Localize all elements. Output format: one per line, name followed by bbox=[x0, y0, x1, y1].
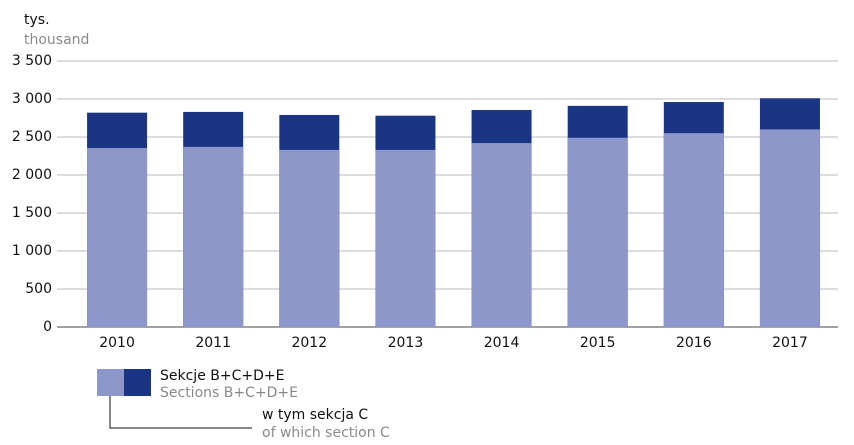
x-tick-label: 2017 bbox=[772, 335, 808, 351]
y-tick-label: 2 500 bbox=[12, 129, 52, 145]
legend: Sekcje B+C+D+E Sections B+C+D+E w tym se… bbox=[97, 368, 390, 441]
legend-swatch bbox=[124, 369, 151, 396]
legend-label-en: Sections B+C+D+E bbox=[160, 385, 298, 401]
x-tick-label: 2015 bbox=[580, 335, 616, 351]
y-tick-label: 2 000 bbox=[12, 167, 52, 183]
x-tick-label: 2013 bbox=[388, 335, 424, 351]
legend-label-en: of which section C bbox=[262, 425, 390, 441]
bar bbox=[279, 149, 340, 327]
x-tick-label: 2016 bbox=[676, 335, 712, 351]
legend-label: Sekcje B+C+D+E bbox=[160, 368, 284, 384]
y-tick-label: 3 500 bbox=[12, 53, 52, 69]
legend-label: w tym sekcja C bbox=[262, 407, 368, 423]
y-tick-label: 1 500 bbox=[12, 205, 52, 221]
bar bbox=[567, 137, 628, 327]
bar bbox=[663, 133, 724, 327]
x-tick-label: 2012 bbox=[291, 335, 327, 351]
legend-leader bbox=[109, 396, 252, 429]
y-tick-label: 3 000 bbox=[12, 91, 52, 107]
legend-swatch bbox=[97, 369, 124, 396]
y-axis-label: tys. bbox=[24, 12, 50, 28]
bar bbox=[87, 148, 148, 327]
y-axis-label-en: thousand bbox=[24, 32, 89, 48]
bar bbox=[759, 129, 820, 327]
y-tick-label: 1 000 bbox=[12, 243, 52, 259]
bar bbox=[471, 143, 532, 327]
bar bbox=[183, 146, 244, 327]
x-tick-label: 2014 bbox=[484, 335, 520, 351]
y-tick-label: 500 bbox=[25, 281, 52, 297]
x-tick-label: 2011 bbox=[195, 335, 231, 351]
bar bbox=[375, 149, 436, 327]
x-tick-label: 2010 bbox=[99, 335, 135, 351]
y-tick-label: 0 bbox=[43, 319, 52, 335]
